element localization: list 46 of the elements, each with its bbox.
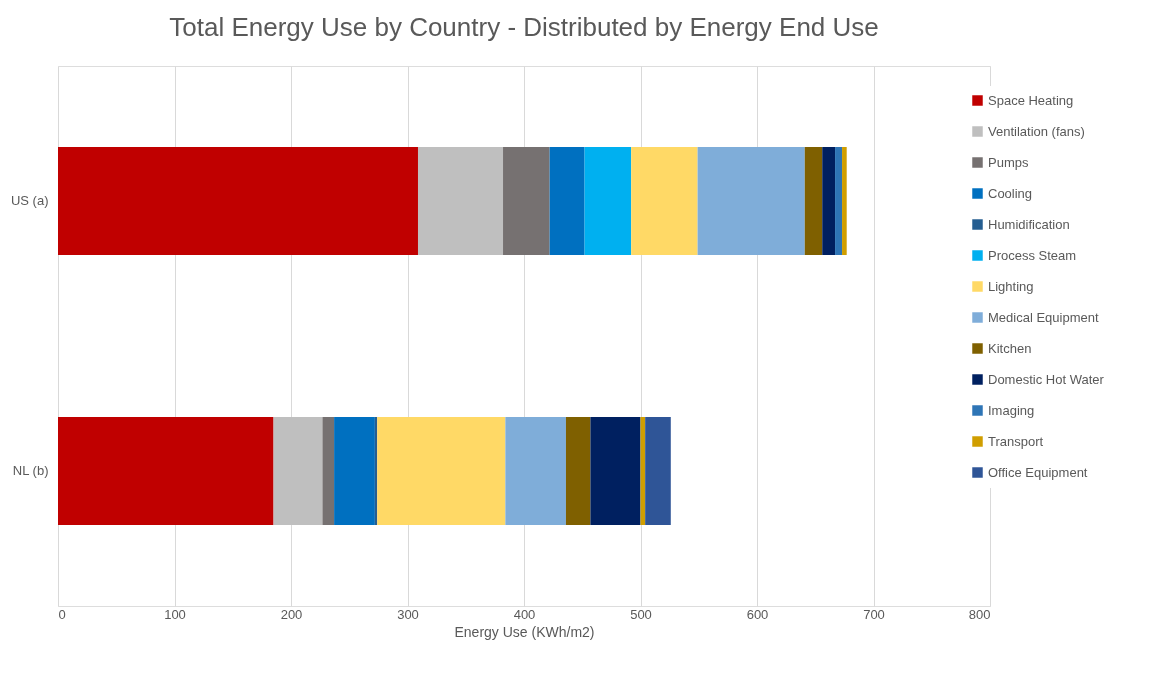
legend-label: Cooling [988,185,1033,201]
bar [645,417,671,525]
x-tick-label: 600 [746,606,769,622]
bar [835,147,843,255]
bar [697,147,805,255]
x-tick-label: 200 [280,606,303,622]
legend-label: Domestic Hot Water [988,371,1105,387]
bar [334,417,375,525]
x-tick-label: 700 [863,606,885,622]
legend-label: Transport [988,433,1044,449]
bar [565,417,591,525]
legend-label: Medical Equipment [988,309,1099,325]
x-tick-label: 100 [164,606,186,622]
legend-label: Space Heating [988,92,1074,108]
bar [590,417,641,525]
bar [273,417,323,525]
x-tick-label: 300 [397,606,419,622]
legend-label: Kitchen [988,340,1032,356]
bar [631,147,698,255]
y-tick-label: NL (b) [12,463,49,478]
bar [58,417,274,525]
legend-label: Humidification [988,216,1070,232]
bar [322,417,335,525]
x-tick-label: 500 [630,606,652,622]
x-tick-label: 0 [58,606,66,622]
bar [584,147,632,255]
legend-label: Ventilation (fans) [988,123,1085,139]
legend-label: Lighting [988,278,1034,294]
bar [505,417,566,525]
legend-label: Pumps [988,154,1029,170]
bar [822,147,836,255]
x-tick-label: 800 [968,606,991,622]
bar [58,147,418,255]
bar [804,147,823,255]
chart-title: Total Energy Use by Country - Distributed by Energy End Use [169,12,879,42]
y-tick-label: US (a) [10,193,49,208]
bar [503,147,550,255]
legend-label: Office Equipment [988,464,1088,480]
x-axis-title: Energy Use (KWh/m2) [454,623,595,640]
bar [377,417,506,525]
bar [549,147,585,255]
x-tick-label: 400 [513,606,536,622]
bar [417,147,504,255]
legend-label: Process Steam [988,247,1077,263]
legend-label: Imaging [988,402,1035,418]
bar [842,147,847,255]
